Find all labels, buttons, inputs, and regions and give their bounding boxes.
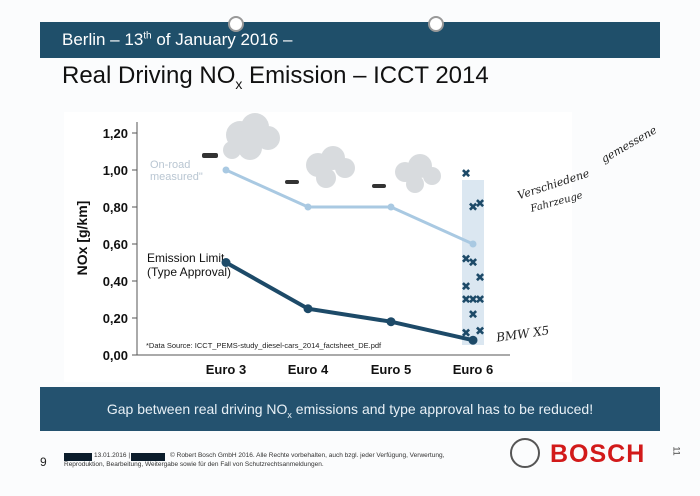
limit-point	[303, 304, 313, 314]
copyright-notice: 13.01.2016 | © Robert Bosch GmbH 2016. Al…	[64, 451, 464, 469]
limit-point	[221, 258, 231, 267]
y-tick-label: 0,40	[103, 274, 128, 289]
y-tick-label: 0,20	[103, 311, 128, 326]
euro6-measurement-marker: ✖	[475, 324, 485, 338]
x-tick-label: Euro 4	[288, 362, 329, 377]
data-source: *Data Source: ICCT_PEMS-study_diesel-car…	[146, 341, 382, 350]
footer-bar	[40, 387, 660, 431]
y-tick-label: 0,00	[103, 348, 128, 363]
onroad-label-2: measured"	[150, 171, 203, 183]
euro6-measurement-marker: ✖	[461, 252, 471, 266]
copyright-line-1: © Robert Bosch GmbH 2016. Alle Rechte vo…	[170, 452, 445, 459]
onroad-label-1: On-road	[150, 159, 190, 171]
side-page-number: 11	[671, 446, 682, 456]
copyright-line-2: Reproduktion, Bearbeitung, Weitergabe so…	[64, 461, 324, 468]
euro6-measurement-marker: ✖	[461, 280, 471, 294]
page-number: 9	[40, 455, 47, 469]
x-tick-label: Euro 3	[206, 362, 246, 377]
y-tick-label: 1,00	[103, 163, 128, 178]
bosch-armature-logo	[510, 438, 540, 468]
car-icon-2	[285, 180, 299, 184]
car-icon-3	[372, 184, 386, 188]
limit-point	[468, 335, 478, 345]
header-date: Berlin – 13th of January 2016 –	[62, 30, 293, 49]
euro6-measurement-marker: ✖	[468, 200, 478, 214]
limit-point	[386, 317, 396, 327]
euro6-measurement-marker: ✖	[468, 256, 478, 270]
euro6-measurement-marker: ✖	[468, 307, 478, 321]
onroad-point	[469, 240, 477, 248]
footer-statement: Gap between real driving NOx emissions a…	[106, 401, 594, 420]
cloud-3	[395, 154, 441, 193]
bosch-brand: BOSCH	[550, 440, 646, 468]
y-tick-label: 1,20	[103, 126, 128, 141]
euro6-measurement-marker: ✖	[475, 293, 485, 307]
y-axis-label: NOx [g/km]	[74, 201, 90, 276]
onroad-point	[222, 166, 230, 174]
x-tick-label: Euro 5	[371, 362, 411, 377]
header-bar	[40, 22, 660, 58]
limit-label-1: Emission Limit	[147, 251, 225, 265]
limit-series-line	[225, 260, 474, 343]
euro6-measurement-marker: ✖	[461, 167, 471, 181]
redaction-2	[131, 453, 165, 461]
y-tick-label: 0,80	[103, 200, 128, 215]
punch-hole-right	[428, 16, 444, 32]
car-icon-1	[202, 153, 218, 158]
euro6-measurement-marker: ✖	[461, 326, 471, 340]
cloud-1	[223, 113, 280, 160]
onroad-series-line	[225, 168, 474, 246]
cloud-2	[306, 146, 355, 188]
euro6-measurement-marker: ✖	[461, 293, 471, 307]
limit-label-2: (Type Approval)	[147, 265, 231, 279]
copyright-date: 13.01.2016 |	[94, 452, 131, 459]
x-tick-label: Euro 6	[453, 362, 493, 377]
euro6-measurement-marker: ✖	[475, 196, 485, 210]
euro6-measurement-marker: ✖	[475, 270, 485, 284]
punch-hole-left	[228, 16, 244, 32]
redaction-1	[64, 453, 92, 461]
y-tick-label: 0,60	[103, 237, 128, 252]
onroad-point	[304, 203, 312, 211]
slide-title: Real Driving NOx Emission – ICCT 2014	[62, 62, 489, 92]
onroad-point	[387, 203, 395, 211]
euro6-measurement-marker: ✖	[468, 293, 478, 307]
